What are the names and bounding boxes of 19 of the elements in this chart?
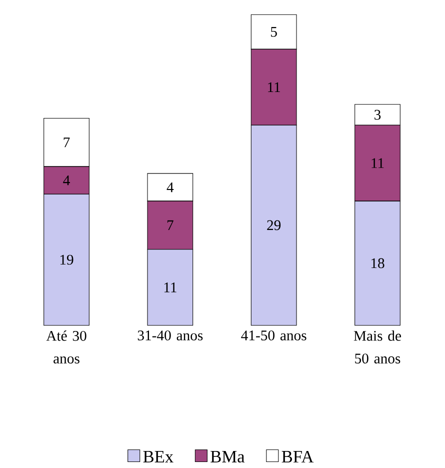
x-tick-label: Até 30 anos: [46, 330, 86, 364]
data-label: 7: [64, 138, 70, 148]
data-label: 11: [164, 282, 176, 292]
data-label: 5: [271, 27, 277, 37]
data-label: 4: [166, 182, 174, 192]
legend-label: BMa: [210, 450, 245, 463]
x-tick-label: Mais de 50 anos: [354, 330, 402, 364]
x-tick-label: 31-40 anos: [138, 330, 203, 340]
data-label: 7: [167, 220, 174, 230]
data-label: 19: [60, 254, 74, 265]
data-label: 29: [267, 220, 281, 230]
data-label: 11: [268, 82, 280, 92]
legend-label: BFA: [282, 450, 314, 462]
data-label: 18: [371, 258, 384, 268]
data-label: 4: [63, 176, 70, 186]
legend-label: BEx: [143, 450, 174, 462]
data-label: 3: [374, 110, 381, 120]
x-tick-label: 41-50 anos: [241, 330, 306, 340]
data-label: 11: [372, 158, 384, 168]
